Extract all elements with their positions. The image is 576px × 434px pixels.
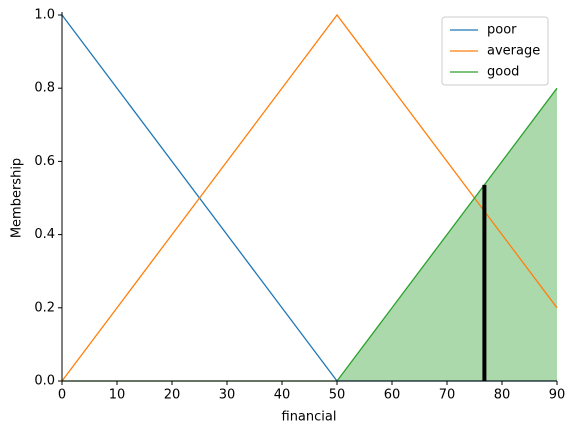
x-tick-label: 0: [58, 388, 66, 403]
x-tick-label: 30: [219, 388, 236, 403]
legend: poor average good: [441, 16, 549, 86]
legend-label: poor: [487, 23, 517, 38]
x-tick-label: 80: [494, 388, 511, 403]
x-tick-label: 90: [549, 388, 566, 403]
y-tick-label: 0.8: [34, 81, 55, 96]
legend-box: [441, 16, 549, 86]
y-tick-label: 0.4: [34, 227, 55, 242]
x-axis-label: financial: [282, 410, 337, 425]
y-tick-label: 0.2: [34, 300, 55, 315]
x-tick-label: 40: [274, 388, 291, 403]
x-tick-label: 20: [164, 388, 181, 403]
legend-label: good: [487, 65, 519, 80]
y-tick-label: 0.6: [34, 154, 55, 169]
x-tick-label: 50: [329, 388, 346, 403]
area-fill: [62, 88, 557, 381]
y-tick-label: 0.0: [34, 374, 55, 389]
y-axis-label: Membership: [10, 158, 25, 238]
x-tick-label: 10: [109, 388, 126, 403]
x-tick-label: 70: [439, 388, 456, 403]
y-tick-label: 1.0: [34, 8, 55, 23]
x-tick-label: 60: [384, 388, 401, 403]
legend-label: average: [487, 44, 540, 59]
